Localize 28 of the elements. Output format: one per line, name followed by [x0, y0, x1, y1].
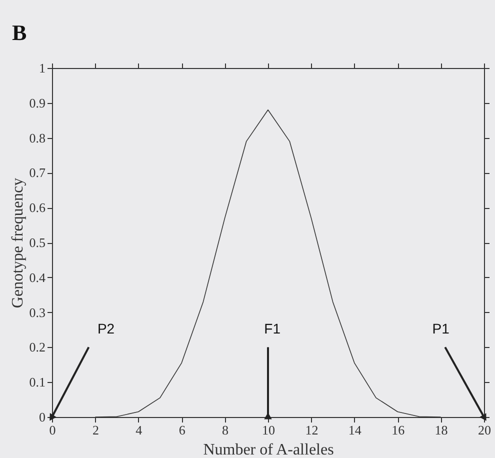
y-tick-label: 0.8 — [29, 130, 46, 146]
y-tick-label: 0.7 — [29, 165, 46, 180]
annotation: F1 — [264, 320, 281, 337]
x-tick-label: 4 — [136, 422, 143, 438]
y-tick-label: 0.2 — [29, 340, 46, 355]
x-tick-label: 12 — [305, 422, 318, 438]
x-axis-title: Number of A-alleles — [203, 442, 334, 458]
y-tick-label: 1 — [39, 60, 46, 76]
x-tick-label: 16 — [392, 422, 406, 438]
x-tick-label: 2 — [92, 422, 99, 438]
y-tick-label: 0.5 — [29, 235, 46, 250]
x-tick-label: 6 — [178, 422, 186, 438]
y-tick-label: 0.1 — [29, 374, 46, 390]
annotation: P1 — [432, 320, 450, 337]
chart-title: B — [12, 20, 27, 45]
y-tick-label: 0.6 — [29, 200, 46, 216]
x-tick-label: 20 — [478, 422, 491, 438]
y-tick-label: 0.9 — [29, 95, 46, 110]
x-tick-label: 18 — [434, 422, 448, 438]
x-tick-label: 0 — [49, 422, 56, 438]
x-tick-label: 14 — [348, 422, 362, 438]
y-axis-title: Genotype frequency — [9, 178, 26, 308]
y-tick-label: 0 — [39, 410, 46, 424]
y-tick-label: 0.4 — [29, 270, 46, 285]
y-tick-label: 0.3 — [29, 304, 46, 320]
x-tick-label: 8 — [222, 422, 229, 438]
annotation: P2 — [97, 320, 115, 337]
x-tick-label: 10 — [262, 422, 275, 438]
